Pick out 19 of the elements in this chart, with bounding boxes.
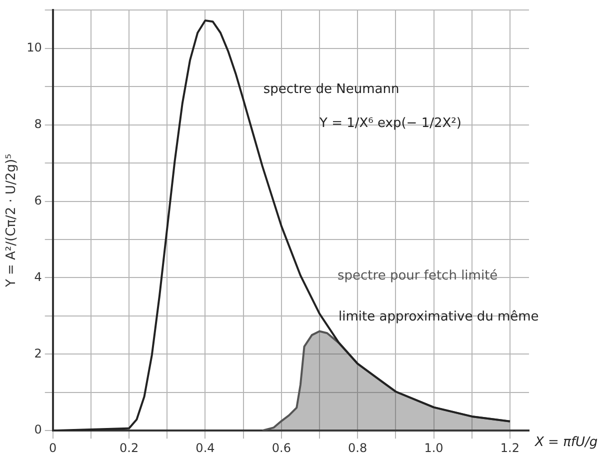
x-tick-label: 0.2	[120, 440, 139, 455]
y-tick-label: 8	[34, 116, 42, 131]
x-tick-label: 0.4	[196, 440, 215, 455]
x-tick-label: 1.0	[424, 440, 444, 455]
x-axis-title: X = πfU/g	[534, 434, 598, 450]
annotation: limite approximative du même	[338, 309, 539, 324]
y-tick-label: 6	[34, 193, 42, 208]
y-tick-label: 2	[34, 346, 42, 360]
y-tick-label: 0	[34, 422, 42, 437]
x-tick-label: 0.6	[272, 440, 291, 455]
y-tick-label: 4	[34, 270, 42, 284]
x-tick-label: 0	[49, 440, 57, 455]
x-tick-label: 1.2	[500, 440, 520, 455]
x-tick-label: 0.8	[348, 440, 368, 455]
y-axis-title: Y = A²/(Cπ/2 · U/2g)⁵	[4, 154, 20, 288]
y-tick-label: 10	[26, 40, 42, 55]
series-label: spectre de Neumann	[263, 82, 400, 98]
annotation: Y = 1/X⁶ exp(− 1/2X²)	[318, 116, 462, 132]
text: spectre pour fetch limité	[338, 268, 498, 284]
